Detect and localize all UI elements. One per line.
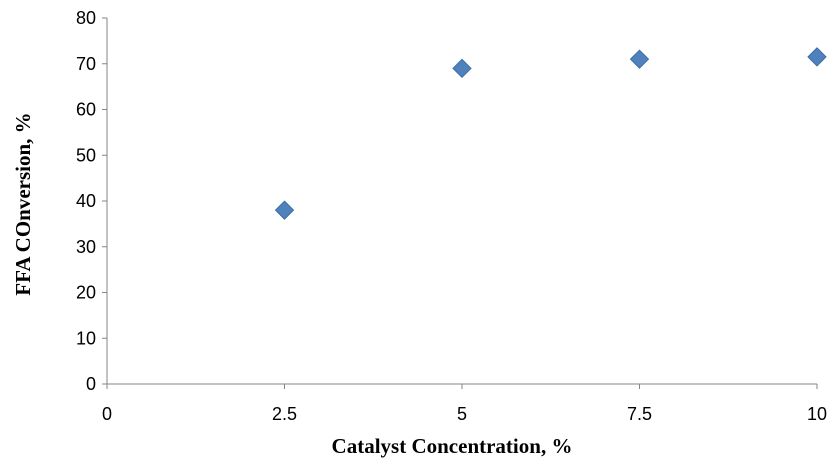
y-tick-label: 50 bbox=[76, 145, 96, 165]
y-tick-label: 10 bbox=[76, 328, 96, 348]
data-point bbox=[807, 47, 827, 67]
x-axis-ticks: 0 2.5 5 7.5 10 bbox=[102, 384, 827, 424]
y-tick-label: 70 bbox=[76, 54, 96, 74]
data-point bbox=[274, 200, 295, 220]
x-tick-label: 5 bbox=[457, 404, 467, 424]
x-tick-label: 2.5 bbox=[272, 404, 297, 424]
y-tick-label: 40 bbox=[76, 191, 96, 211]
x-tick-label: 7.5 bbox=[627, 404, 652, 424]
data-points bbox=[274, 47, 827, 220]
y-tick-label: 30 bbox=[76, 237, 96, 257]
y-axis-ticks: 0 10 20 30 40 50 60 70 80 bbox=[76, 8, 107, 394]
y-tick-label: 60 bbox=[76, 100, 96, 120]
x-tick-label: 10 bbox=[807, 404, 827, 424]
y-tick-label: 0 bbox=[86, 374, 96, 394]
x-axis-title: Catalyst Concentration, % bbox=[332, 434, 573, 458]
y-tick-label: 20 bbox=[76, 283, 96, 303]
data-point bbox=[452, 58, 472, 79]
x-tick-label: 0 bbox=[102, 404, 112, 424]
y-tick-label: 80 bbox=[76, 8, 96, 28]
y-axis-title: FFA COnversion, % bbox=[11, 112, 35, 295]
data-point bbox=[629, 49, 650, 69]
